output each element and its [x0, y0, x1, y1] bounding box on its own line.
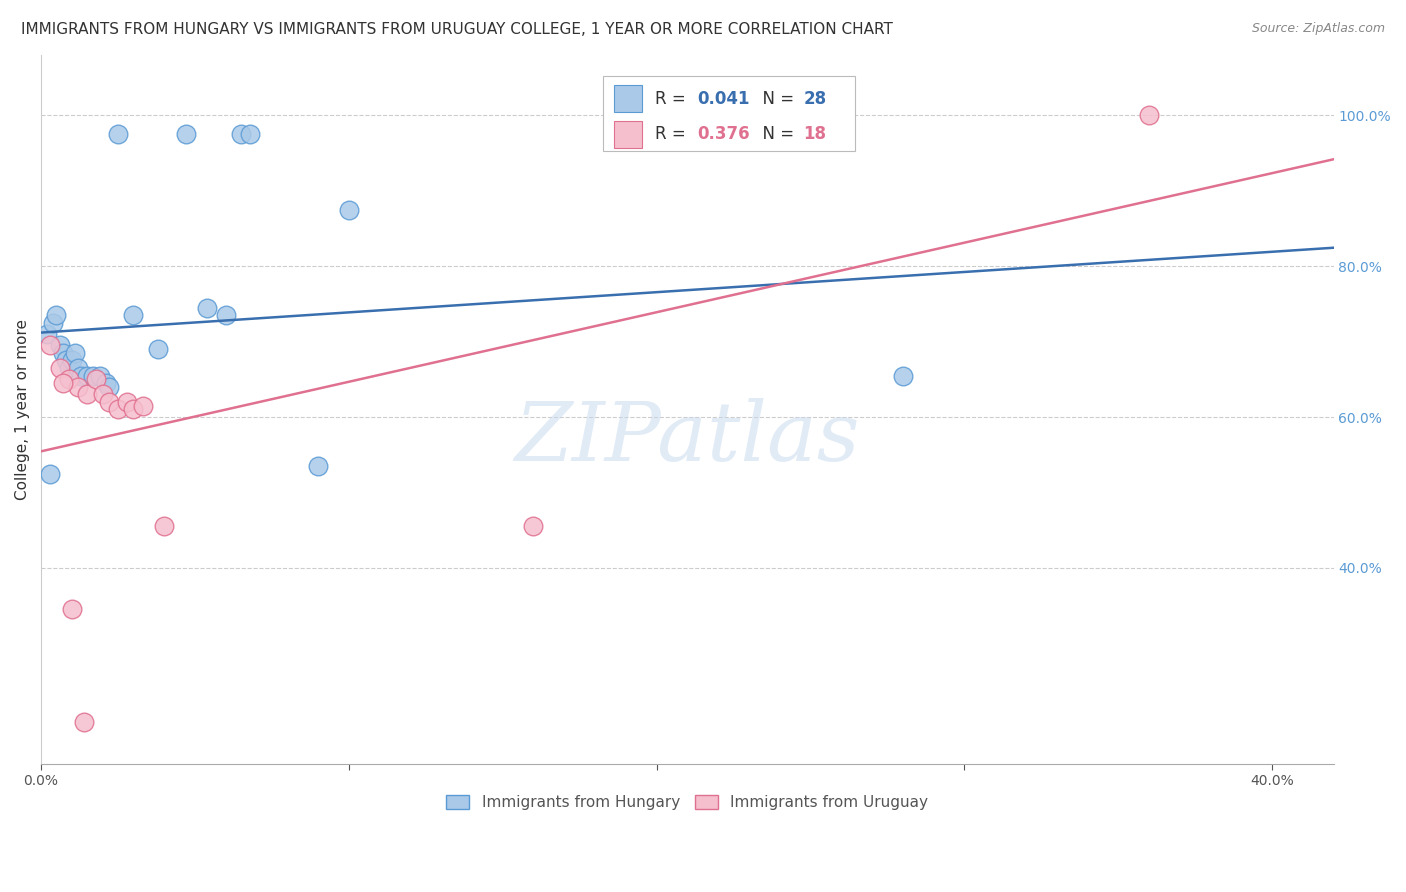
- FancyBboxPatch shape: [613, 86, 643, 112]
- Point: [73, 715, 96, 730]
- Text: N =: N =: [752, 90, 799, 108]
- Point: [239, 128, 262, 142]
- Point: [82, 368, 104, 383]
- Point: [122, 308, 145, 322]
- Point: [117, 395, 139, 409]
- Text: 0.376: 0.376: [697, 126, 751, 144]
- Point: [76, 387, 98, 401]
- Point: [107, 402, 129, 417]
- Point: [60, 353, 83, 368]
- Point: [337, 202, 360, 217]
- Point: [1137, 108, 1160, 122]
- Legend: Immigrants from Hungary, Immigrants from Uruguay: Immigrants from Hungary, Immigrants from…: [440, 789, 935, 816]
- Point: [131, 399, 153, 413]
- Text: R =: R =: [655, 90, 690, 108]
- Point: [67, 380, 90, 394]
- Point: [522, 519, 544, 533]
- Point: [55, 353, 77, 368]
- Text: ZIPatlas: ZIPatlas: [515, 398, 860, 478]
- Text: R =: R =: [655, 126, 690, 144]
- Point: [42, 316, 65, 330]
- FancyBboxPatch shape: [603, 77, 855, 151]
- Point: [174, 128, 197, 142]
- Point: [153, 519, 176, 533]
- Point: [94, 376, 117, 390]
- Point: [76, 368, 98, 383]
- Point: [195, 301, 218, 315]
- Point: [52, 376, 75, 390]
- Point: [91, 387, 114, 401]
- FancyBboxPatch shape: [613, 121, 643, 148]
- Text: 28: 28: [804, 90, 827, 108]
- Point: [63, 346, 86, 360]
- Point: [37, 327, 59, 342]
- Point: [146, 342, 169, 356]
- Point: [891, 368, 914, 383]
- Point: [107, 128, 129, 142]
- Y-axis label: College, 1 year or more: College, 1 year or more: [15, 319, 30, 500]
- Point: [97, 395, 120, 409]
- Point: [60, 602, 83, 616]
- Text: IMMIGRANTS FROM HUNGARY VS IMMIGRANTS FROM URUGUAY COLLEGE, 1 YEAR OR MORE CORRE: IMMIGRANTS FROM HUNGARY VS IMMIGRANTS FR…: [21, 22, 893, 37]
- Point: [39, 338, 62, 352]
- Text: N =: N =: [752, 126, 799, 144]
- Text: 0.041: 0.041: [697, 90, 751, 108]
- Point: [97, 380, 120, 394]
- Text: 18: 18: [804, 126, 827, 144]
- Point: [39, 467, 62, 481]
- Point: [70, 368, 93, 383]
- Point: [48, 361, 70, 376]
- Point: [122, 402, 145, 417]
- Point: [215, 308, 238, 322]
- Text: Source: ZipAtlas.com: Source: ZipAtlas.com: [1251, 22, 1385, 36]
- Point: [58, 361, 80, 376]
- Point: [45, 308, 67, 322]
- Point: [307, 458, 329, 473]
- Point: [48, 338, 70, 352]
- Point: [229, 128, 252, 142]
- Point: [67, 361, 90, 376]
- Point: [89, 368, 111, 383]
- Point: [58, 372, 80, 386]
- Point: [52, 346, 75, 360]
- Point: [86, 372, 108, 386]
